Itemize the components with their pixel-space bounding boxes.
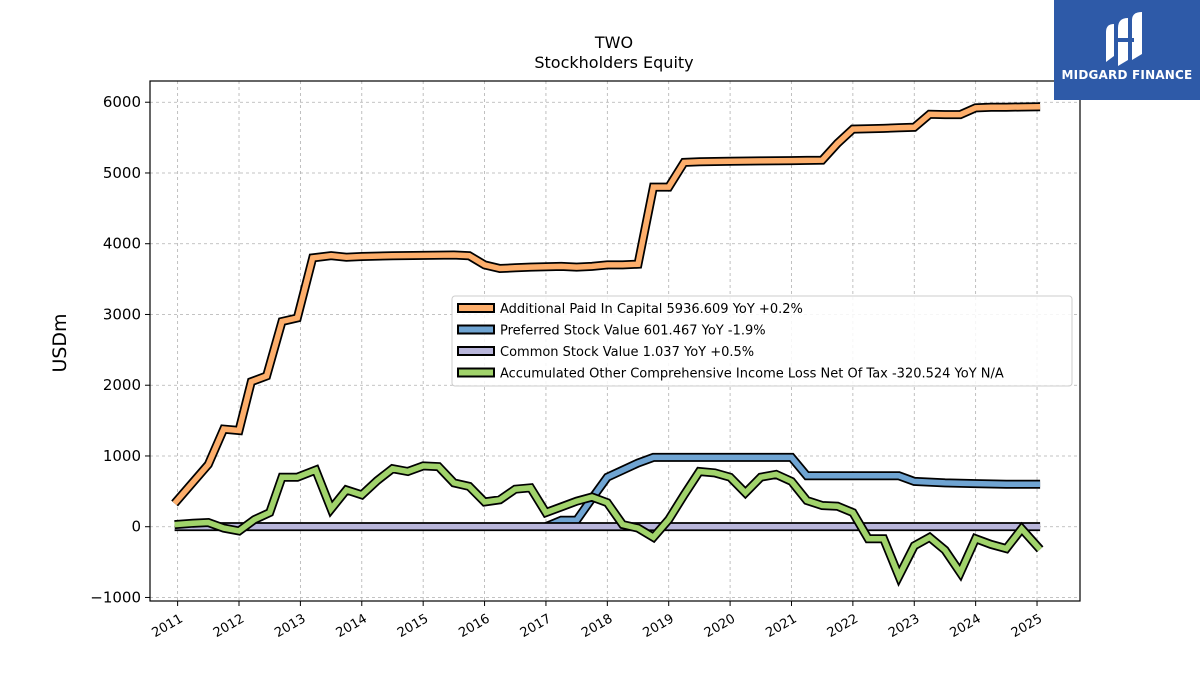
series-layer bbox=[171, 102, 1044, 588]
legend-entry: Preferred Stock Value 601.467 YoY -1.9% bbox=[500, 324, 766, 339]
x-tick-label: 2015 bbox=[395, 611, 431, 641]
legend-swatch bbox=[457, 346, 495, 356]
y-tick-label: 6000 bbox=[103, 93, 141, 111]
x-axis-ticks: 2011 2012 2013 2014 2015 2016 2017 2018 2019 2020… bbox=[149, 601, 1045, 641]
chart-title: TWO bbox=[594, 33, 633, 52]
series-4 bbox=[174, 461, 1044, 588]
x-tick-label: 2012 bbox=[211, 611, 247, 641]
x-tick-label: 2024 bbox=[947, 611, 983, 641]
x-tick-label: 2020 bbox=[702, 611, 738, 641]
x-tick-label: 2022 bbox=[825, 611, 861, 641]
logo-mark-icon bbox=[1106, 12, 1142, 66]
series-line bbox=[174, 463, 1043, 583]
y-axis-ticks: −1000 0 1000 2000 3000 4000 5000 6000 bbox=[90, 93, 150, 606]
x-tick-label: 2014 bbox=[334, 611, 370, 641]
x-tick-label: 2017 bbox=[518, 611, 554, 641]
x-tick-label: 2013 bbox=[272, 611, 308, 641]
brand-logo: MIDGARD FINANCE bbox=[1054, 0, 1200, 100]
y-tick-label: −1000 bbox=[90, 588, 141, 606]
x-tick-label: 2016 bbox=[456, 611, 492, 641]
legend-entry: Additional Paid In Capital 5936.609 YoY … bbox=[500, 302, 803, 317]
y-tick-label: 2000 bbox=[103, 376, 141, 394]
legend-entry: Common Stock Value 1.037 YoY +0.5% bbox=[500, 345, 754, 360]
legend-swatch bbox=[457, 367, 495, 378]
y-tick-label: 1000 bbox=[103, 447, 141, 465]
series-1 bbox=[171, 102, 1041, 507]
y-tick-label: 5000 bbox=[103, 164, 141, 182]
x-tick-label: 2021 bbox=[763, 611, 799, 641]
series-line bbox=[544, 454, 1041, 530]
legend-swatch bbox=[457, 303, 495, 313]
y-axis-label: USDm bbox=[49, 313, 71, 372]
plot-frame bbox=[149, 80, 1081, 602]
legend-box bbox=[451, 295, 1073, 387]
legend-swatch bbox=[457, 324, 495, 335]
x-tick-label: 2011 bbox=[149, 611, 185, 641]
series-line bbox=[172, 103, 1041, 506]
logo-text: MIDGARD FINANCE bbox=[1061, 68, 1193, 82]
chart-subtitle: Stockholders Equity bbox=[534, 53, 693, 72]
x-tick-label: 2019 bbox=[641, 611, 677, 641]
x-tick-label: 2018 bbox=[579, 611, 615, 641]
y-tick-label: 4000 bbox=[103, 235, 141, 253]
legend: Additional Paid In Capital 5936.609 YoY … bbox=[451, 295, 1073, 387]
y-tick-label: 0 bbox=[131, 518, 141, 536]
legend-entry: Accumulated Other Comprehensive Income L… bbox=[500, 367, 1004, 382]
y-tick-label: 3000 bbox=[103, 305, 141, 323]
series-2 bbox=[544, 452, 1041, 531]
x-tick-label: 2023 bbox=[886, 611, 922, 641]
x-tick-label: 2025 bbox=[1009, 611, 1045, 641]
